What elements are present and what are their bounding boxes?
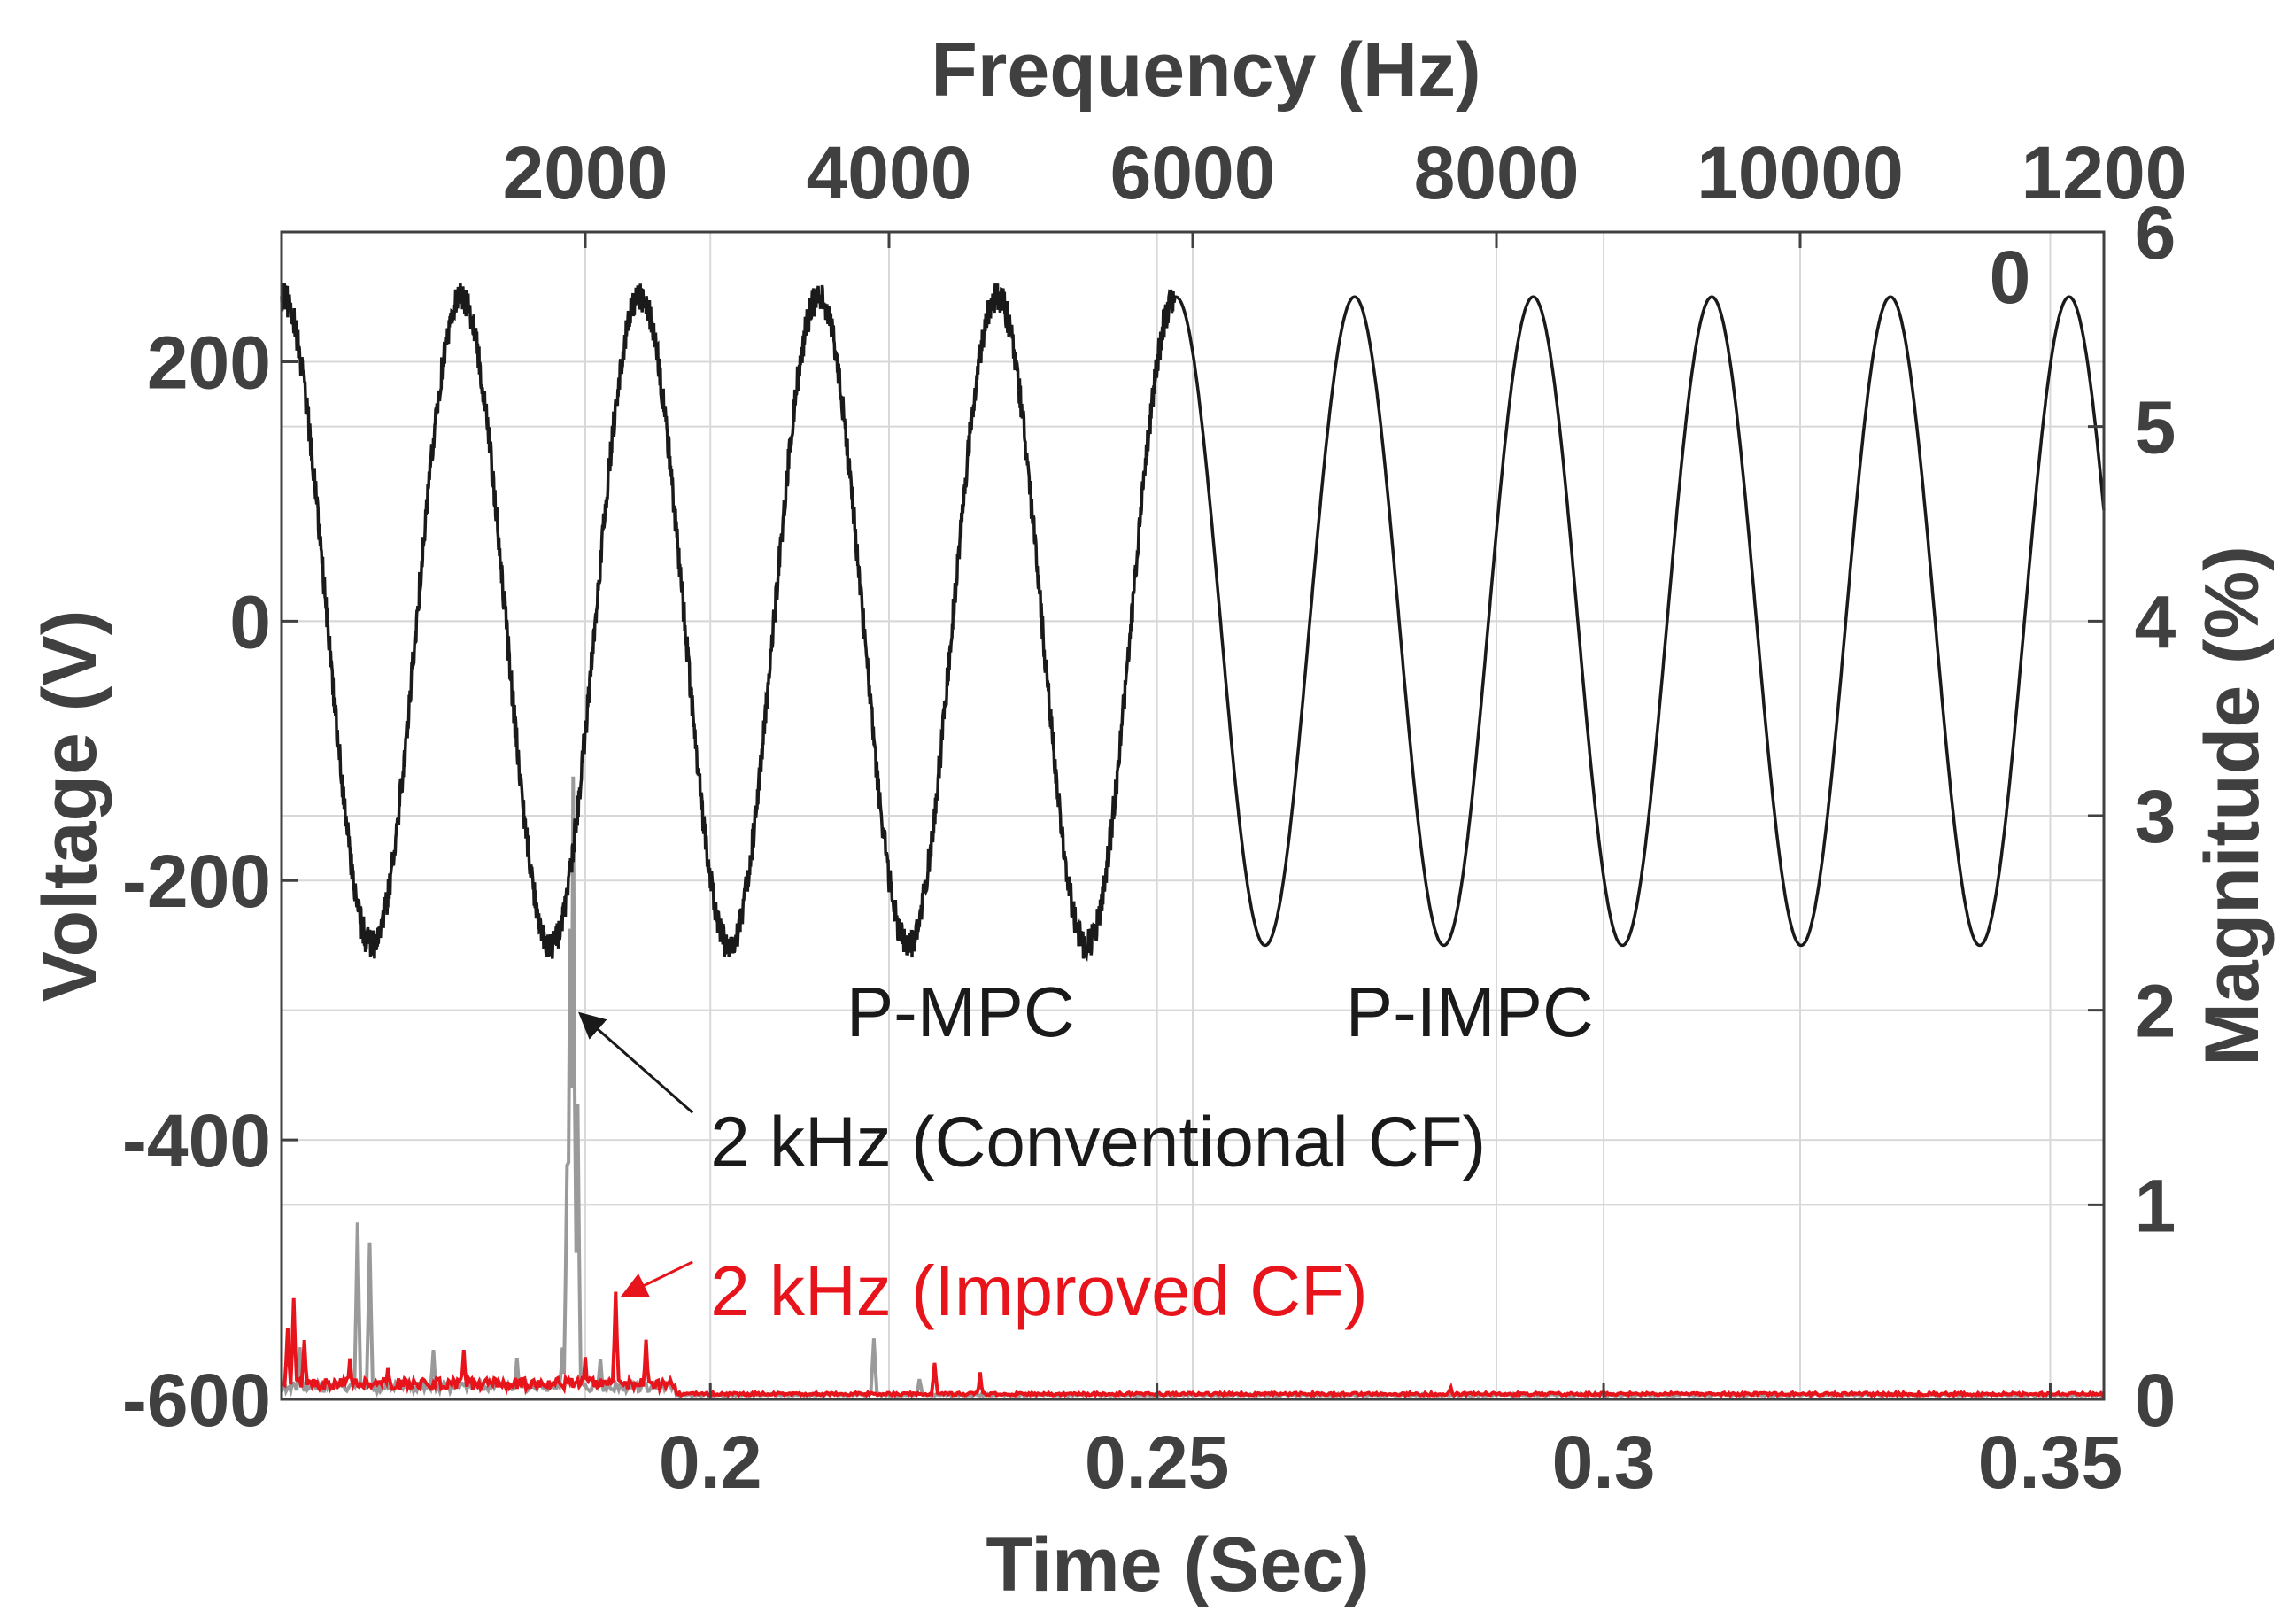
tick-marks — [282, 230, 2106, 1401]
annotation-arrow — [578, 1011, 694, 1114]
annotation-label: 2 kHz (Conventional CF) — [710, 1102, 1486, 1181]
y2-tick-label: 3 — [2135, 775, 2176, 858]
annotations: P-MPC P-IMPC 2 kHz (Conventional CF) 2 kHz … — [578, 972, 1594, 1330]
grid-lines — [282, 232, 2104, 1399]
series-layer — [280, 283, 2106, 1399]
y-axis-title: Voltage (V) — [27, 610, 112, 1003]
x-tick-label: 0.25 — [1085, 1421, 1230, 1504]
x2-tick-label: 1200 — [2022, 131, 2187, 214]
y-tick-label: -200 — [122, 840, 271, 923]
y2-axis-title: Magnitude (%) — [2190, 546, 2275, 1066]
x2-tick-label: 2000 — [503, 131, 669, 214]
y-tick-label: -600 — [122, 1359, 271, 1442]
y2-tick-label: 6 — [2135, 191, 2176, 275]
y2-tick-label: 5 — [2135, 386, 2176, 469]
x-tick-label: 0.35 — [1978, 1421, 2123, 1504]
annotation-label: 2 kHz (Improved CF) — [710, 1251, 1367, 1330]
y2-tick-label: 2 — [2135, 970, 2176, 1053]
y-tick-label: 0 — [229, 580, 271, 663]
x-tick-label: 0.3 — [1552, 1421, 1656, 1504]
x2-tick-label: 6000 — [1110, 131, 1276, 214]
annotation-arrow — [620, 1260, 693, 1297]
x-axis-title: Time (Sec) — [986, 1522, 1369, 1607]
spectrum-line — [281, 1291, 2106, 1399]
y2-tick-label: 4 — [2135, 580, 2176, 663]
x2-tick-label: 8000 — [1414, 131, 1580, 214]
x-tick-label: 0.2 — [659, 1421, 762, 1504]
x2-tick-label-overflow: 0 — [1990, 236, 2031, 319]
x2-axis-title: Frequency (Hz) — [931, 27, 1480, 112]
y2-tick-label: 0 — [2135, 1359, 2176, 1442]
annotation-label: P-MPC — [847, 972, 1075, 1051]
annotation-label: P-IMPC — [1346, 972, 1594, 1051]
voltage-waveform-line — [280, 283, 2106, 963]
x2-tick-label: 10000 — [1697, 131, 1904, 214]
y-tick-label: -400 — [122, 1099, 271, 1182]
y2-tick-label: 1 — [2135, 1164, 2176, 1247]
x2-tick-label: 4000 — [807, 131, 972, 214]
y-tick-label: 200 — [147, 321, 271, 404]
